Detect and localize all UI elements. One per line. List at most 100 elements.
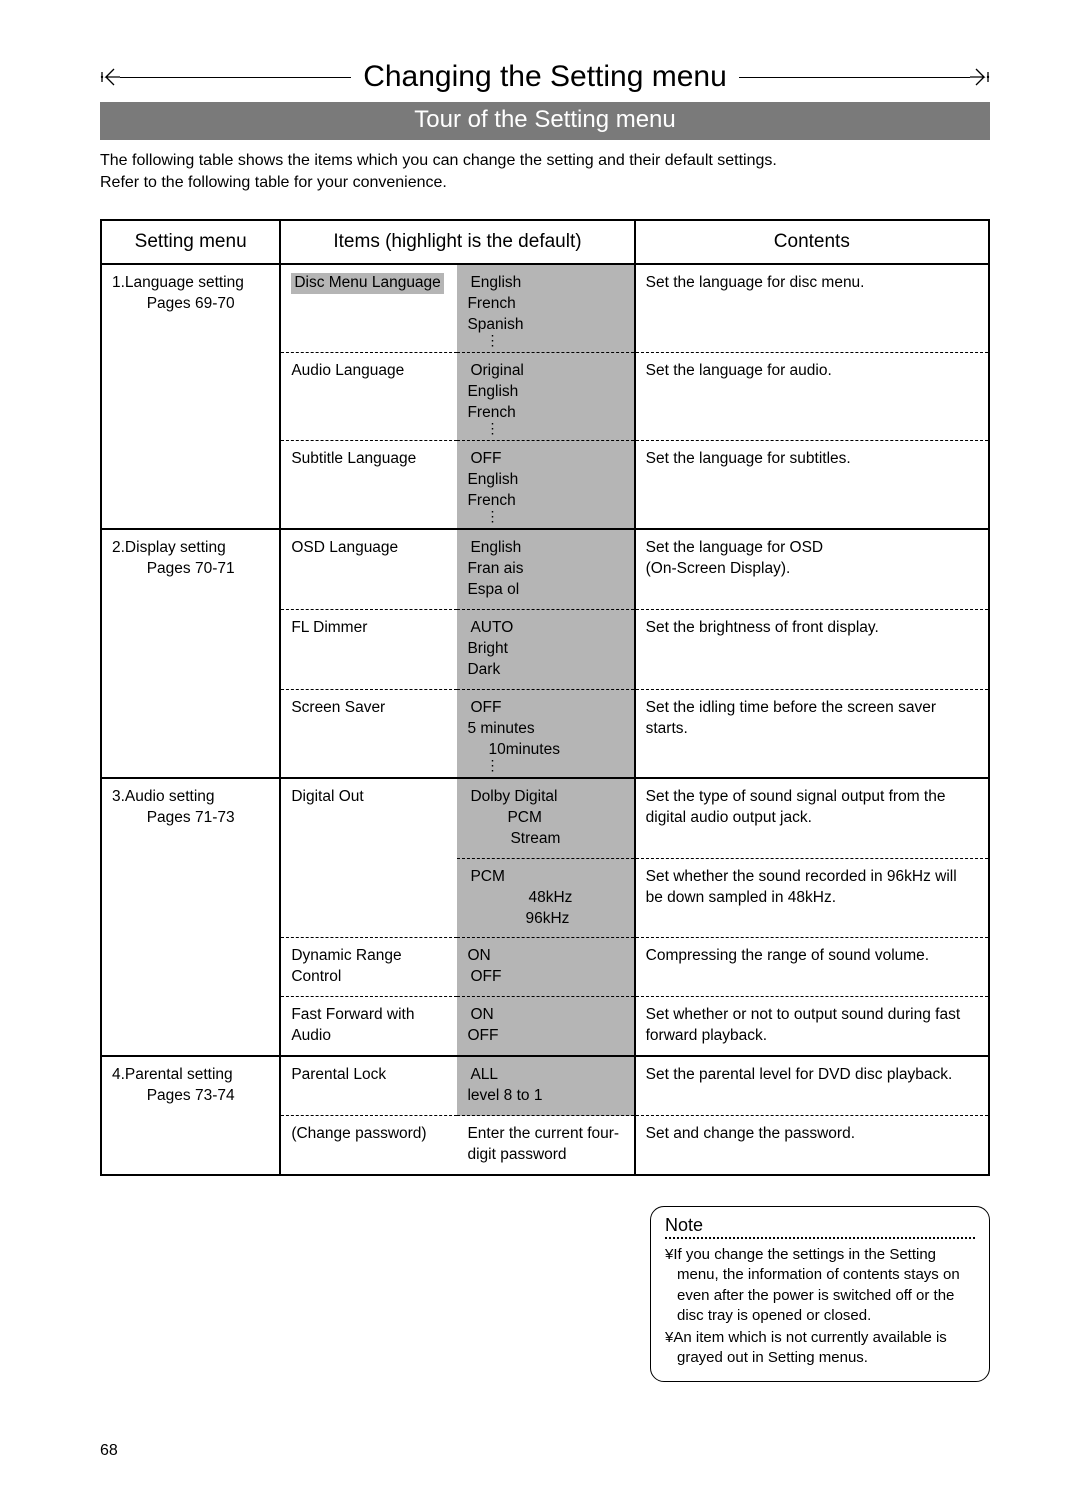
contents-cell: Set the language for OSD(On-Screen Displ… [635,529,989,609]
header-items: Items (highlight is the default) [280,220,634,264]
item-label: Disc Menu Language [291,273,444,294]
title-endpoint-left [100,68,120,86]
value-option: ALL [467,1065,623,1086]
value-option: 96kHz [467,909,623,930]
item-cell: Fast Forward with Audio [280,997,457,1056]
contents-cell: Compressing the range of sound volume. [635,938,989,997]
value-option: AUTO [467,618,623,639]
table-row: 1.Language setting Pages 69-70 Disc Menu L… [101,264,989,353]
value-option: 48kHz [467,888,623,909]
values-cell: AUTOBrightDark [457,610,634,690]
menu-title: 1.Language setting [112,274,244,291]
item-cell: Dynamic Range Control [280,938,457,997]
value-option: English [467,382,623,403]
header-setting-menu: Setting menu [101,220,280,264]
note-title: Note [665,1213,975,1239]
vertical-dots-icon: ⋮ [467,336,623,344]
values-cell: ONOFF [457,997,634,1056]
value-option: English [467,273,623,294]
menu-pages: Pages 70-71 [112,559,269,580]
vertical-dots-icon: ⋮ [467,761,623,769]
title-endpoint-right [970,68,990,86]
value-option: OFF [467,698,623,719]
contents-cell: Set the idling time before the screen sa… [635,689,989,778]
value-option: level 8 to 1 [467,1086,623,1107]
item-cell: Audio Language [280,352,457,440]
contents-cell: Set the brightness of front display. [635,610,989,690]
value-option: Enter the current four-digit password [467,1124,623,1166]
item-cell: Disc Menu Language [280,264,457,353]
values-cell: Dolby DigitalPCMStream [457,778,634,858]
item-cell: Digital Out [280,778,457,938]
value-option: English [467,470,623,491]
intro-text: The following table shows the items whic… [100,150,990,195]
contents-cell: Set and change the password. [635,1116,989,1175]
table-row: 3.Audio settingPages 71-73Digital OutDol… [101,778,989,858]
menu-pages: Pages 71-73 [112,808,269,829]
title-row: Changing the Setting menu [100,60,990,94]
contents-cell: Set the language for subtitles. [635,441,989,530]
value-option: Dolby Digital [467,787,623,808]
item-cell: Subtitle Language [280,441,457,530]
value-option: Original [467,361,623,382]
contents-cell: Set the language for disc menu. [635,264,989,353]
page-title: Changing the Setting menu [351,60,739,94]
value-option: ON [467,946,623,967]
title-line-right [739,77,970,78]
values-cell: Enter the current four-digit password [457,1116,634,1175]
header-contents: Contents [635,220,989,264]
note-item: ¥If you change the settings in the Setti… [665,1245,975,1326]
menu-cell: 2.Display setting Pages 70-71 [101,529,280,778]
contents-cell: Set the language for audio. [635,352,989,440]
table-row: 4.Parental settingPages 73-74Parental Lo… [101,1056,989,1115]
contents-cell: Set whether or not to output sound durin… [635,997,989,1056]
value-option: Dark [467,660,623,681]
menu-cell: 3.Audio settingPages 71-73 [101,778,280,1056]
values-cell: OriginalEnglishFrench⋮ [457,352,634,440]
value-option: Bright [467,639,623,660]
vertical-dots-icon: ⋮ [467,512,623,520]
values-cell: PCM48kHz96kHz [457,858,634,938]
contents-cell: Set the type of sound signal output from… [635,778,989,858]
value-option: OFF [467,967,623,988]
values-cell: OFFEnglishFrench⋮ [457,441,634,530]
value-option: Espa ol [467,580,623,601]
value-option: English [467,538,623,559]
value-option: OFF [467,449,623,470]
menu-title: 2.Display setting [112,539,226,556]
contents-cell: Set whether the sound recorded in 96kHz … [635,858,989,938]
vertical-dots-icon: ⋮ [467,424,623,432]
value-option: PCM [467,867,623,888]
title-line-left [120,77,351,78]
item-cell: Screen Saver [280,689,457,778]
value-option: French [467,294,623,315]
menu-title: 4.Parental setting [112,1066,233,1083]
settings-table: Setting menu Items (highlight is the def… [100,219,990,1176]
value-option: 5 minutes [467,719,623,740]
item-cell: FL Dimmer [280,610,457,690]
values-cell: EnglishFrenchSpanish⋮ [457,264,634,353]
menu-pages: Pages 69-70 [112,294,269,315]
values-cell: OFF5 minutes10minutes⋮ [457,689,634,778]
value-option: Stream [467,829,623,850]
menu-cell: 4.Parental setting Pages 73-74 [101,1056,280,1175]
menu-cell: 1.Language setting Pages 69-70 [101,264,280,529]
note-list: ¥If you change the settings in the Setti… [665,1245,975,1369]
menu-pages: Pages 73-74 [112,1086,269,1107]
intro-line-2: Refer to the following table for your co… [100,174,447,191]
item-cell: (Change password) [280,1116,457,1175]
values-cell: ALLlevel 8 to 1 [457,1056,634,1115]
value-option: PCM [467,808,623,829]
value-option: OFF [467,1026,623,1047]
intro-line-1: The following table shows the items whic… [100,152,777,169]
item-cell: OSD Language [280,529,457,609]
table-header-row: Setting menu Items (highlight is the def… [101,220,989,264]
note-box: Note ¥If you change the settings in the … [650,1206,990,1382]
section-subtitle: Tour of the Setting menu [100,102,990,140]
value-option: ON [467,1005,623,1026]
table-row: 2.Display setting Pages 70-71 OSD Language… [101,529,989,609]
value-option: Fran ais [467,559,623,580]
contents-cell: Set the parental level for DVD disc play… [635,1056,989,1115]
values-cell: ONOFF [457,938,634,997]
note-item: ¥An item which is not currently availabl… [665,1328,975,1369]
